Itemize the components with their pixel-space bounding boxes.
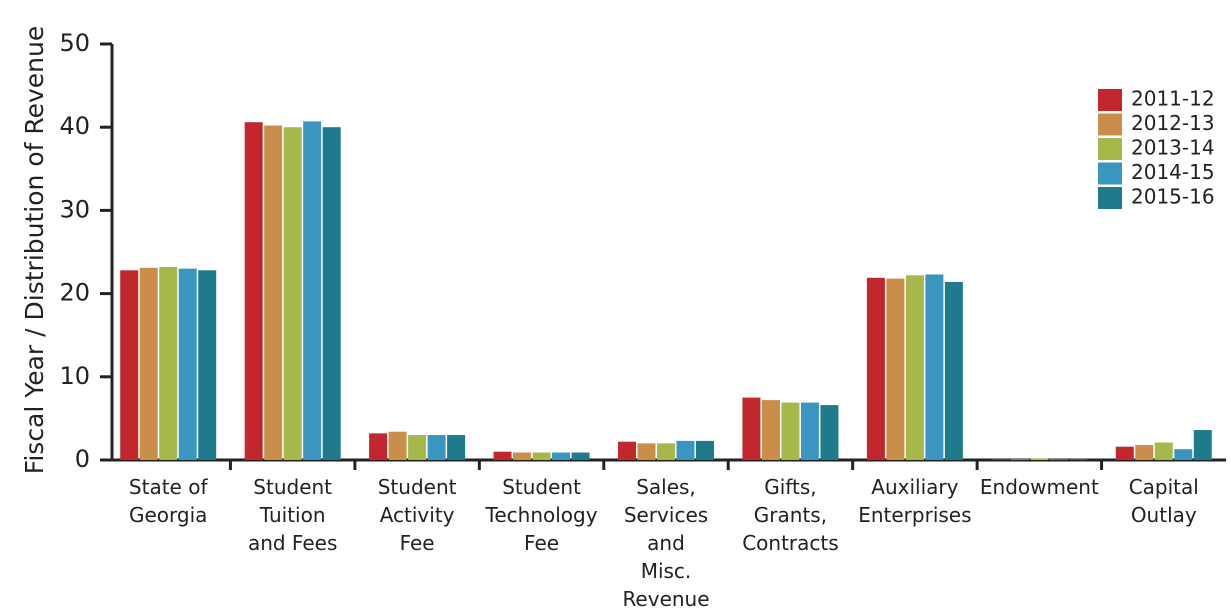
- bar: [178, 268, 197, 460]
- bar: [1193, 430, 1212, 460]
- y-tick-label: 50: [59, 29, 90, 57]
- bar: [742, 397, 761, 460]
- y-tick-label: 30: [59, 195, 90, 223]
- bar: [303, 121, 322, 460]
- legend-swatch: [1098, 187, 1122, 209]
- bar: [1154, 442, 1173, 460]
- y-tick-label: 10: [59, 362, 90, 390]
- x-tick-label-line: Activity: [380, 503, 455, 527]
- bar: [800, 402, 819, 460]
- bar: [571, 452, 590, 460]
- bar: [696, 440, 714, 460]
- bar: [493, 451, 512, 460]
- bar: [139, 267, 158, 460]
- x-tick-label-line: State of: [129, 475, 209, 499]
- x-tick-label-line: Contracts: [742, 531, 838, 555]
- bar: [408, 435, 427, 460]
- bar: [925, 274, 944, 460]
- bar: [618, 441, 636, 460]
- x-tick-label-line: Student: [253, 475, 332, 499]
- x-tick-label-line: Fee: [400, 531, 435, 555]
- x-tick-label-line: Fee: [524, 531, 559, 555]
- bar: [513, 452, 532, 460]
- legend-label: 2011-12: [1131, 87, 1215, 111]
- bar: [991, 459, 1010, 460]
- x-tick-label: Student Activity Fee: [378, 475, 457, 555]
- bar: [264, 125, 283, 460]
- bar: [447, 435, 466, 460]
- x-tick-label-line: Student: [502, 475, 581, 499]
- x-tick-label-line: Student: [378, 475, 457, 499]
- y-tick-label: 0: [75, 445, 90, 473]
- x-tick-label-line: Misc.: [641, 559, 692, 583]
- bar: [820, 405, 839, 460]
- bar: [1135, 445, 1154, 460]
- x-tick-label: State of Georgia: [129, 475, 209, 527]
- bar: [283, 127, 302, 460]
- y-tick-label: 20: [59, 279, 90, 307]
- bar: [552, 452, 571, 460]
- legend-label: 2015-16: [1131, 185, 1215, 209]
- x-tick-label-line: Outlay: [1131, 503, 1197, 527]
- x-tick-label: Sales, Services and Misc. Revenue: [622, 475, 709, 611]
- legend-swatch: [1098, 89, 1122, 111]
- x-tick-label-line: Tuition: [259, 503, 326, 527]
- x-tick-label: Student Technology Fee: [485, 475, 598, 555]
- x-tick-label: Auxiliary Enterprises: [858, 475, 971, 527]
- bar: [657, 443, 675, 460]
- bar: [1030, 458, 1049, 460]
- bar: [637, 443, 656, 460]
- x-tick-label-line: Capital: [1129, 475, 1199, 499]
- x-tick-label-line: Enterprises: [858, 503, 971, 527]
- x-tick-label: Endowment: [980, 475, 1099, 499]
- bar: [761, 400, 780, 460]
- bar: [886, 278, 905, 460]
- x-tick-label-line: Gifts,: [764, 475, 816, 499]
- legend-label: 2013-14: [1131, 136, 1215, 160]
- bar: [1010, 459, 1029, 460]
- bar: [120, 270, 139, 460]
- bar: [532, 452, 551, 460]
- bar: [1069, 459, 1088, 460]
- x-tick-label-line: Revenue: [622, 587, 709, 611]
- x-tick-label-line: and Fees: [248, 531, 337, 555]
- x-tick-label: Capital Outlay: [1129, 475, 1199, 527]
- bar: [905, 275, 924, 460]
- y-axis-label: Fiscal Year / Distribution of Revenue: [20, 26, 49, 474]
- bar: [244, 122, 263, 460]
- legend-swatch: [1098, 162, 1122, 185]
- legend-label: 2012-13: [1131, 111, 1215, 135]
- y-tick-label: 40: [59, 112, 90, 140]
- bar: [676, 440, 695, 460]
- x-tick-label-line: Sales,: [636, 475, 696, 499]
- bar: [369, 433, 388, 460]
- bar: [322, 127, 341, 460]
- x-tick-label: Gifts, Grants, Contracts: [742, 475, 838, 555]
- x-tick-label-line: Grants,: [754, 503, 827, 527]
- bar: [159, 266, 178, 460]
- bar: [1115, 446, 1134, 460]
- x-tick-label-line: and: [647, 531, 685, 555]
- bar: [1049, 459, 1068, 460]
- bar: [781, 402, 800, 460]
- legend-label: 2014-15: [1131, 160, 1215, 184]
- legend-swatch: [1098, 113, 1122, 136]
- bar: [1174, 449, 1193, 460]
- x-tick-label: Student Tuition and Fees: [248, 475, 337, 555]
- x-tick-label-line: Services: [624, 503, 708, 527]
- legend-swatch: [1098, 138, 1122, 160]
- bar: [944, 281, 963, 460]
- bar: [866, 277, 885, 460]
- x-tick-label-line: Georgia: [129, 503, 207, 527]
- bar: [388, 431, 407, 460]
- bar: [427, 435, 446, 460]
- x-tick-label-line: Auxiliary: [871, 475, 958, 499]
- bar: [198, 270, 217, 460]
- x-tick-label-line: Endowment: [980, 475, 1099, 499]
- x-tick-label-line: Technology: [485, 503, 598, 527]
